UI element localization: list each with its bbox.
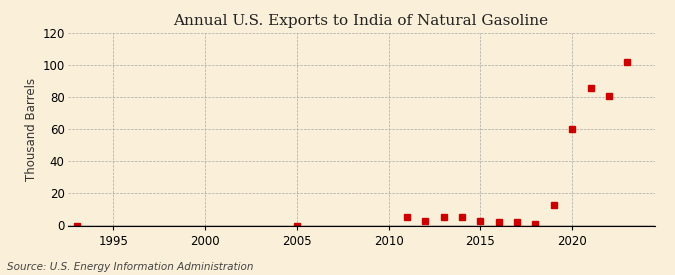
Y-axis label: Thousand Barrels: Thousand Barrels xyxy=(25,78,38,181)
Text: Source: U.S. Energy Information Administration: Source: U.S. Energy Information Administ… xyxy=(7,262,253,272)
Title: Annual U.S. Exports to India of Natural Gasoline: Annual U.S. Exports to India of Natural … xyxy=(173,14,549,28)
